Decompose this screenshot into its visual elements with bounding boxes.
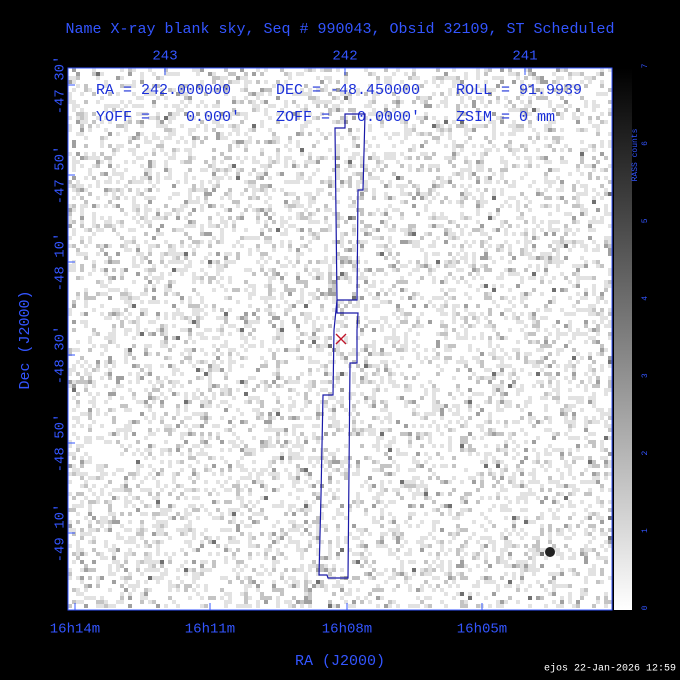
title: Name X-ray blank sky, Seq # 990043, Obsi… <box>65 21 614 38</box>
footprint-lower <box>318 299 359 579</box>
noise-level <box>72 72 612 608</box>
aimpoint-marker <box>335 333 347 345</box>
colorbar-tick-label: 6 <box>641 141 650 146</box>
bottom-tick-label: 16h05m <box>457 622 507 638</box>
bottom-tick-label: 16h14m <box>50 622 100 638</box>
colorbar-tick-label: 3 <box>641 373 650 378</box>
left-tick-label: -48 10' <box>53 233 69 292</box>
left-tick-label: -47 50' <box>53 146 69 205</box>
info-dec: DEC = -48.450000 <box>276 82 420 99</box>
y-axis-label: Dec (J2000) <box>17 290 34 389</box>
colorbar-tick-label: 7 <box>641 63 650 68</box>
colorbar-tick-label: 4 <box>641 296 650 301</box>
left-tick-label: -48 30' <box>53 326 69 385</box>
plot-frame <box>67 67 613 611</box>
bottom-tick-label: 16h11m <box>185 622 235 638</box>
info-yoff: YOFF = 0.000' <box>96 109 240 126</box>
x-axis-label: RA (J2000) <box>295 653 385 670</box>
noise-level <box>68 68 612 608</box>
footer: ejos 22-Jan-2026 12:59 <box>544 663 676 675</box>
top-tick-label: 242 <box>332 49 357 65</box>
top-tick-label: 243 <box>152 49 177 65</box>
left-tick-label: -49 10' <box>53 504 69 563</box>
colorbar-label: RASS counts <box>631 128 640 181</box>
info-roll: ROLL = 91.9939 <box>456 82 582 99</box>
top-tick-label: 241 <box>512 49 537 65</box>
colorbar <box>614 68 632 610</box>
info-zoff: ZOFF = 0.0000' <box>276 109 420 126</box>
colorbar-tick-label: 2 <box>641 451 650 456</box>
sky-noise <box>68 68 612 608</box>
marker-stroke <box>335 333 347 345</box>
left-tick-label: -47 30' <box>53 56 69 115</box>
noise-level <box>68 68 612 608</box>
instrument-footprint <box>318 113 366 579</box>
bottom-tick-label: 16h08m <box>322 622 372 638</box>
info-zsim: ZSIM = 0 mm <box>456 109 555 126</box>
colorbar-tick-label: 0 <box>641 605 650 610</box>
footprint-upper <box>334 113 366 301</box>
left-tick-label: -48 50' <box>53 414 69 473</box>
info-ra: RA = 242.000000 <box>96 82 231 99</box>
bright-source <box>545 547 555 557</box>
colorbar-tick-label: 5 <box>641 218 650 223</box>
colorbar-tick-label: 1 <box>641 528 650 533</box>
noise-level <box>68 68 612 608</box>
